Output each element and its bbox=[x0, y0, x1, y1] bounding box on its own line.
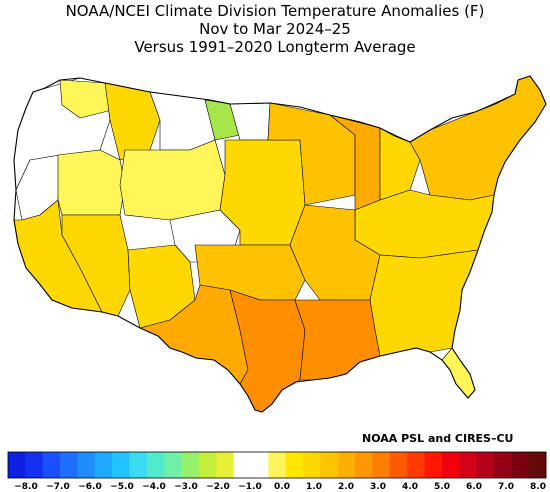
colorbar-tick-label: −7.0 bbox=[46, 482, 69, 492]
colorbar-tick-label: −3.0 bbox=[174, 482, 197, 492]
colorbar-tick-label: 0.0 bbox=[274, 482, 290, 492]
colorbar-swatch bbox=[42, 452, 61, 478]
colorbar-swatch bbox=[355, 452, 373, 478]
colorbar-swatch bbox=[25, 452, 43, 478]
map-subtitle-period: Nov to Mar 2024–25 bbox=[199, 20, 351, 38]
colorbar-swatch bbox=[407, 452, 425, 478]
colorbar-tick-label: 1.0 bbox=[306, 482, 322, 492]
colorbar-swatch bbox=[216, 452, 234, 478]
colorbar-swatch bbox=[459, 452, 477, 478]
colorbar-swatch bbox=[476, 452, 495, 478]
colorbar-swatch bbox=[146, 452, 165, 478]
colorbar-swatch bbox=[112, 452, 130, 478]
colorbar-tick-label: −1.0 bbox=[238, 482, 261, 492]
map-title: NOAA/NCEI Climate Division Temperature A… bbox=[65, 2, 485, 20]
colorbar-tick-label: 7.0 bbox=[498, 482, 514, 492]
colorbar-swatch bbox=[198, 452, 217, 478]
colorbar-swatch bbox=[250, 452, 269, 478]
colorbar-swatch bbox=[493, 452, 512, 478]
colorbar-swatch bbox=[528, 452, 547, 478]
colorbar-swatch bbox=[181, 452, 200, 478]
colorbar-swatch bbox=[268, 452, 286, 478]
colorbar-swatch bbox=[233, 452, 252, 478]
colorbar-tick-label: 3.0 bbox=[370, 482, 386, 492]
colorbar-swatch bbox=[511, 452, 529, 478]
colorbar-tick-label: 5.0 bbox=[434, 482, 450, 492]
colorbar-tick-label: 4.0 bbox=[402, 482, 418, 492]
colorbar-swatch bbox=[129, 452, 148, 478]
colorbar-swatch bbox=[424, 452, 443, 478]
colorbar-swatch bbox=[389, 452, 408, 478]
colorbar-swatch bbox=[441, 452, 460, 478]
colorbar-tick-label: −5.0 bbox=[110, 482, 133, 492]
colorbar-tick-label: 8.0 bbox=[530, 482, 546, 492]
colorbar-tick-label: −4.0 bbox=[142, 482, 165, 492]
colorbar-swatch bbox=[94, 452, 113, 478]
colorbar-swatch bbox=[303, 452, 321, 478]
colorbar-swatch bbox=[285, 452, 304, 478]
colorbar-frame bbox=[7, 451, 547, 479]
colorbar-swatch bbox=[77, 452, 96, 478]
colorbar-swatch bbox=[372, 452, 391, 478]
colorbar-tick-label: 2.0 bbox=[338, 482, 354, 492]
colorbar-tick-label: −8.0 bbox=[14, 482, 37, 492]
colorbar-swatch bbox=[60, 452, 78, 478]
colorbar-swatches bbox=[7, 451, 547, 479]
colorbar-swatch bbox=[337, 452, 356, 478]
us-outline bbox=[13, 75, 547, 413]
colorbar-swatch bbox=[164, 452, 182, 478]
colorbar-ticks: −8.0 −7.0 −6.0 −5.0 −4.0 −3.0 −2.0 −1.0 0.0 1.0 2.… bbox=[14, 482, 546, 492]
region-washington-east bbox=[59, 79, 113, 119]
map-subtitle-baseline: Versus 1991–2020 Longterm Average bbox=[134, 38, 416, 56]
colorbar-tick-label: −2.0 bbox=[206, 482, 229, 492]
colorbar-swatch bbox=[320, 452, 339, 478]
credit-label: NOAA PSL and CIRES–CU bbox=[362, 432, 514, 445]
colorbar-swatch bbox=[8, 452, 26, 478]
colorbar-tick-label: 6.0 bbox=[466, 482, 482, 492]
climate-divisions bbox=[13, 75, 547, 413]
colorbar-tick-label: −6.0 bbox=[78, 482, 101, 492]
